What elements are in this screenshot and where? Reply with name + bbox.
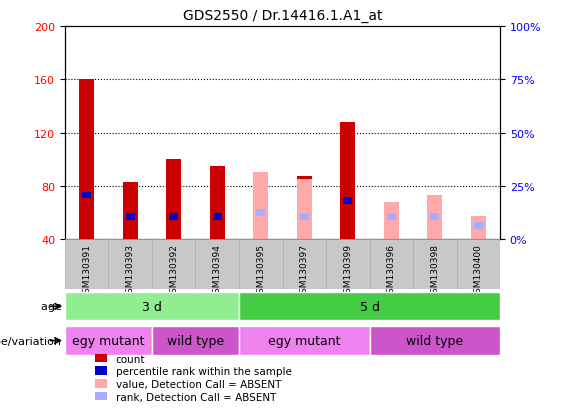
Text: GSM130394: GSM130394 [213,244,221,298]
Bar [297,180,312,240]
Bar [297,177,312,240]
Bar [195,240,239,289]
Text: 3 d: 3 d [142,300,162,313]
Bar [474,223,483,230]
Text: GSM130398: GSM130398 [431,244,439,298]
Bar [471,217,486,240]
Bar [79,80,94,240]
Text: GSM130399: GSM130399 [344,244,352,298]
Bar [427,196,442,240]
Bar [166,160,181,240]
Text: GSM130397: GSM130397 [300,244,308,298]
Text: GSM130391: GSM130391 [82,244,91,298]
Bar [384,202,399,240]
Bar [370,240,413,289]
Bar [210,166,225,240]
Bar [239,240,282,289]
Bar [152,326,239,356]
Bar [300,214,308,220]
Text: GSM130393: GSM130393 [126,244,134,298]
Bar [152,240,195,289]
Bar [344,198,352,204]
Bar [257,210,265,216]
Bar [340,123,355,240]
Bar [65,240,108,289]
Bar [457,240,500,289]
Bar [431,214,439,220]
Bar [387,214,396,220]
Bar [213,214,221,220]
Bar [82,192,91,199]
Bar [65,293,239,320]
Text: egy mutant: egy mutant [72,334,145,347]
Text: wild type: wild type [406,334,463,347]
Bar [65,326,152,356]
Text: egy mutant: egy mutant [268,334,341,347]
Title: GDS2550 / Dr.14416.1.A1_at: GDS2550 / Dr.14416.1.A1_at [182,9,383,23]
Text: genotype/variation: genotype/variation [0,336,65,346]
Text: GSM130400: GSM130400 [474,244,483,298]
Text: wild type: wild type [167,334,224,347]
Text: age: age [41,301,65,312]
Bar [239,293,500,320]
Legend: count, percentile rank within the sample, value, Detection Call = ABSENT, rank, : count, percentile rank within the sample… [93,352,294,404]
Text: GSM130392: GSM130392 [170,244,178,298]
Bar [300,214,308,220]
Bar [126,214,134,220]
Bar [413,240,457,289]
Text: GSM130395: GSM130395 [257,244,265,298]
Text: GSM130396: GSM130396 [387,244,396,298]
Text: 5 d: 5 d [359,300,380,313]
Bar [239,326,370,356]
Bar [253,173,268,240]
Bar [370,326,500,356]
Bar [108,240,152,289]
Bar [123,183,138,240]
Bar [282,240,326,289]
Bar [170,214,178,220]
Bar [326,240,370,289]
